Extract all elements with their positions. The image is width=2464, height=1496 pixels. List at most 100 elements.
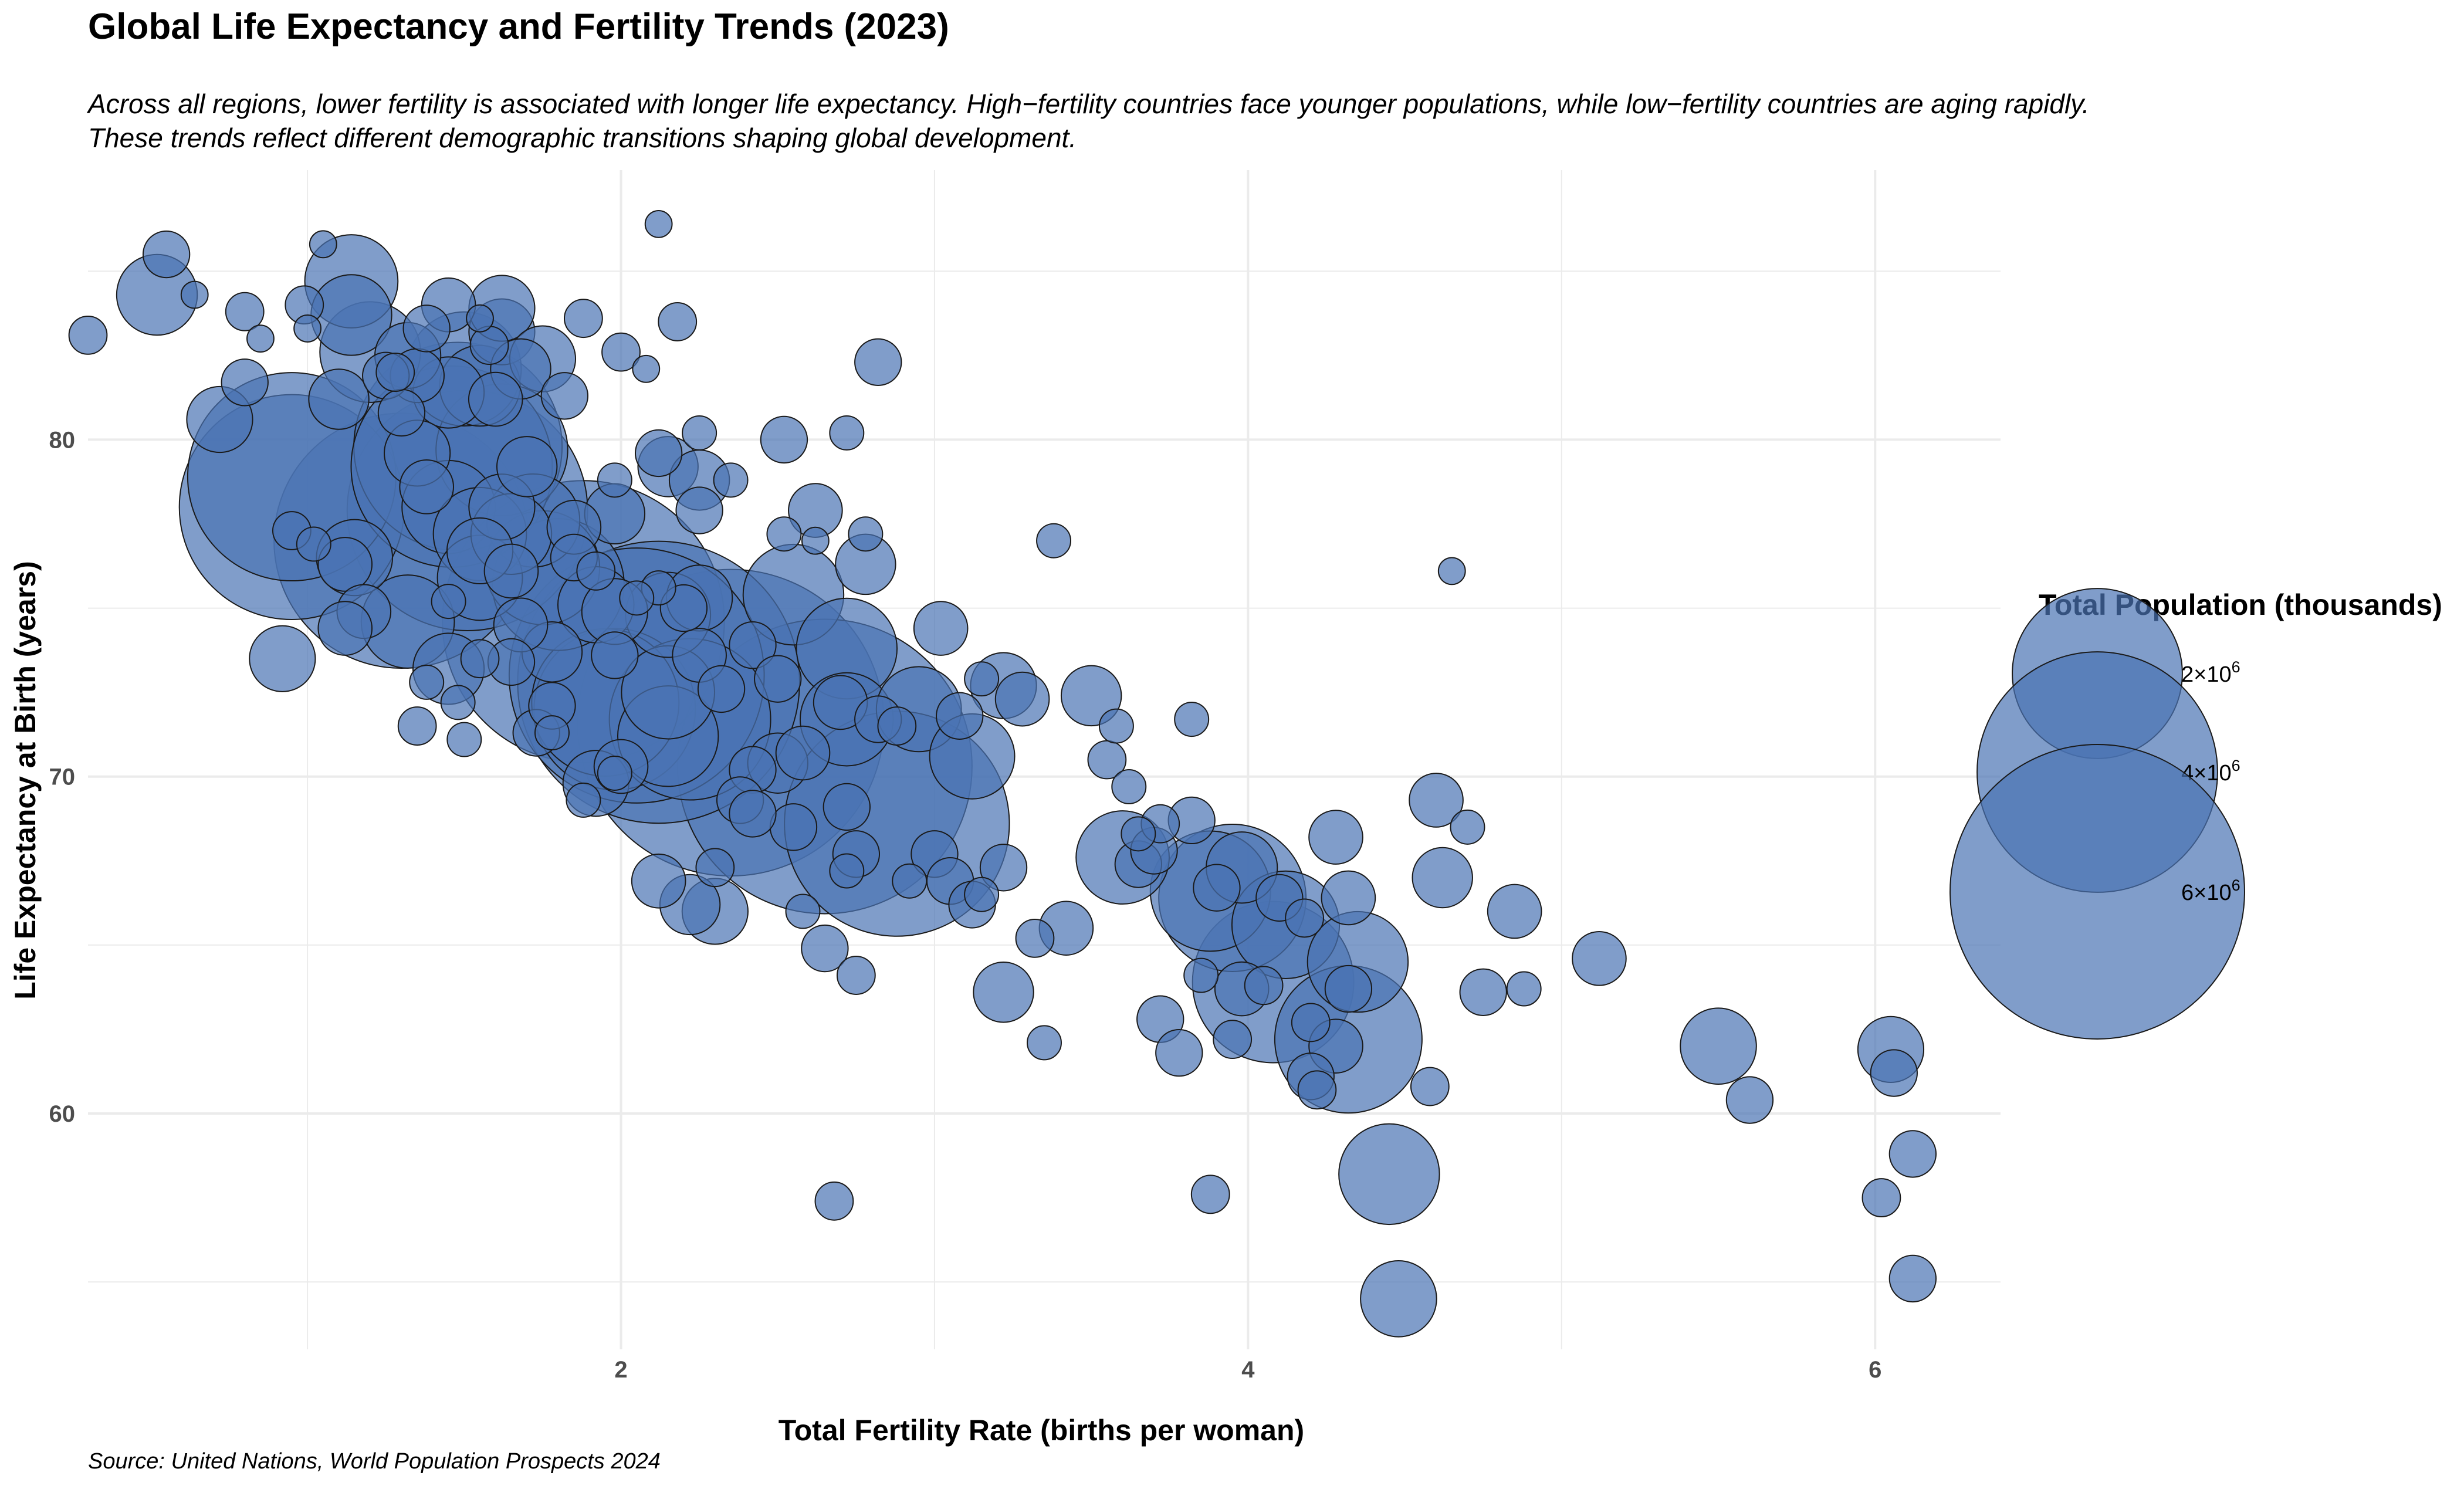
size-legend: Total Population (thousands) 2×1064×1066… (1949, 588, 2442, 1040)
data-point (973, 962, 1034, 1023)
data-point (1888, 1254, 1937, 1303)
x-tick-label: 2 (614, 1357, 627, 1383)
data-point (697, 665, 746, 713)
data-point (801, 924, 849, 973)
data-point (854, 338, 902, 387)
data-point (377, 388, 426, 437)
data-point (769, 803, 818, 851)
data-point (829, 415, 865, 451)
data-point (540, 372, 589, 420)
data-point (460, 639, 500, 679)
data-point (632, 354, 661, 383)
x-axis-title: Total Fertility Rate (births per woman) (779, 1414, 1304, 1447)
data-point (225, 292, 265, 331)
data-point (754, 655, 802, 703)
data-point (375, 353, 415, 392)
data-point (1098, 708, 1134, 744)
data-point (469, 326, 509, 365)
data-point (1338, 1123, 1440, 1226)
data-point (576, 551, 616, 591)
data-point (1291, 1003, 1331, 1043)
data-point (397, 706, 437, 746)
source-caption: Source: United Nations, World Population… (88, 1449, 661, 1474)
data-point (142, 230, 191, 279)
data-point (829, 853, 865, 889)
subtitle-line-1: Across all regions, lower fertility is a… (88, 89, 2090, 119)
data-point (399, 459, 455, 515)
data-point (1888, 1130, 1937, 1178)
data-point (1410, 1067, 1450, 1106)
chart-title: Global Life Expectancy and Fertility Tre… (88, 6, 949, 47)
data-point (1244, 966, 1284, 1006)
data-point (68, 316, 108, 355)
data-point (1111, 769, 1147, 804)
data-point (644, 209, 673, 238)
data-point (563, 299, 603, 339)
data-point (1487, 884, 1542, 939)
y-tick-label: 80 (49, 427, 76, 453)
legend-size-label: 2×106 (2181, 658, 2240, 687)
data-point (1060, 665, 1122, 727)
data-point (466, 304, 494, 333)
data-point (1036, 523, 1072, 559)
data-point (964, 661, 1000, 697)
data-point (675, 486, 723, 534)
data-point (1190, 1175, 1230, 1214)
legend-size-circle (1949, 744, 2245, 1040)
x-tick-label: 4 (1241, 1357, 1255, 1383)
data-point (1027, 1025, 1062, 1061)
data-point (566, 782, 601, 818)
data-point (180, 280, 209, 309)
data-point (1297, 1070, 1337, 1110)
data-point (877, 706, 917, 746)
data-point (1459, 968, 1507, 1016)
data-point (317, 537, 373, 592)
data-point (296, 526, 331, 562)
y-tick-label: 70 (49, 764, 76, 790)
data-point (1193, 864, 1241, 912)
data-point (631, 853, 686, 909)
data-point (1450, 809, 1485, 845)
data-point (766, 516, 802, 552)
data-point (1861, 1178, 1901, 1217)
data-point (249, 625, 316, 692)
data-point (801, 526, 830, 555)
data-point (1572, 931, 1627, 986)
subtitle-line-2: These trends reflect different demograph… (88, 123, 1077, 153)
data-point (1409, 773, 1464, 828)
data-point (496, 436, 558, 497)
data-points (68, 209, 1937, 1338)
data-point (402, 304, 451, 353)
data-point (591, 631, 639, 679)
data-point (1183, 957, 1219, 993)
data-point (892, 863, 928, 899)
data-point (1321, 870, 1376, 926)
x-tick-label: 6 (1869, 1357, 1881, 1383)
data-point (729, 621, 777, 669)
data-point (597, 462, 632, 498)
data-point (1174, 702, 1210, 737)
legend-size-label: 6×106 (2181, 876, 2240, 905)
data-point (446, 722, 482, 757)
chart-subtitle: Across all regions, lower fertility is a… (88, 87, 2259, 155)
data-point (1324, 964, 1373, 1013)
axis-ticks: 2 4 6 60 70 80 (49, 427, 1882, 1383)
data-point (221, 358, 269, 407)
data-point (729, 790, 777, 838)
data-point (814, 1181, 854, 1221)
data-point (936, 692, 984, 740)
data-point (534, 715, 570, 751)
data-point (836, 956, 876, 995)
data-point (1213, 1020, 1253, 1060)
data-point (1285, 898, 1324, 938)
data-point (293, 314, 322, 343)
data-point (913, 601, 969, 656)
data-point (658, 302, 698, 341)
data-point (964, 876, 1000, 912)
data-point (309, 230, 337, 259)
y-axis-title: Life Expectancy at Birth (years) (9, 561, 42, 1000)
data-point (409, 664, 445, 700)
data-point (1437, 557, 1466, 585)
data-point (440, 685, 476, 720)
